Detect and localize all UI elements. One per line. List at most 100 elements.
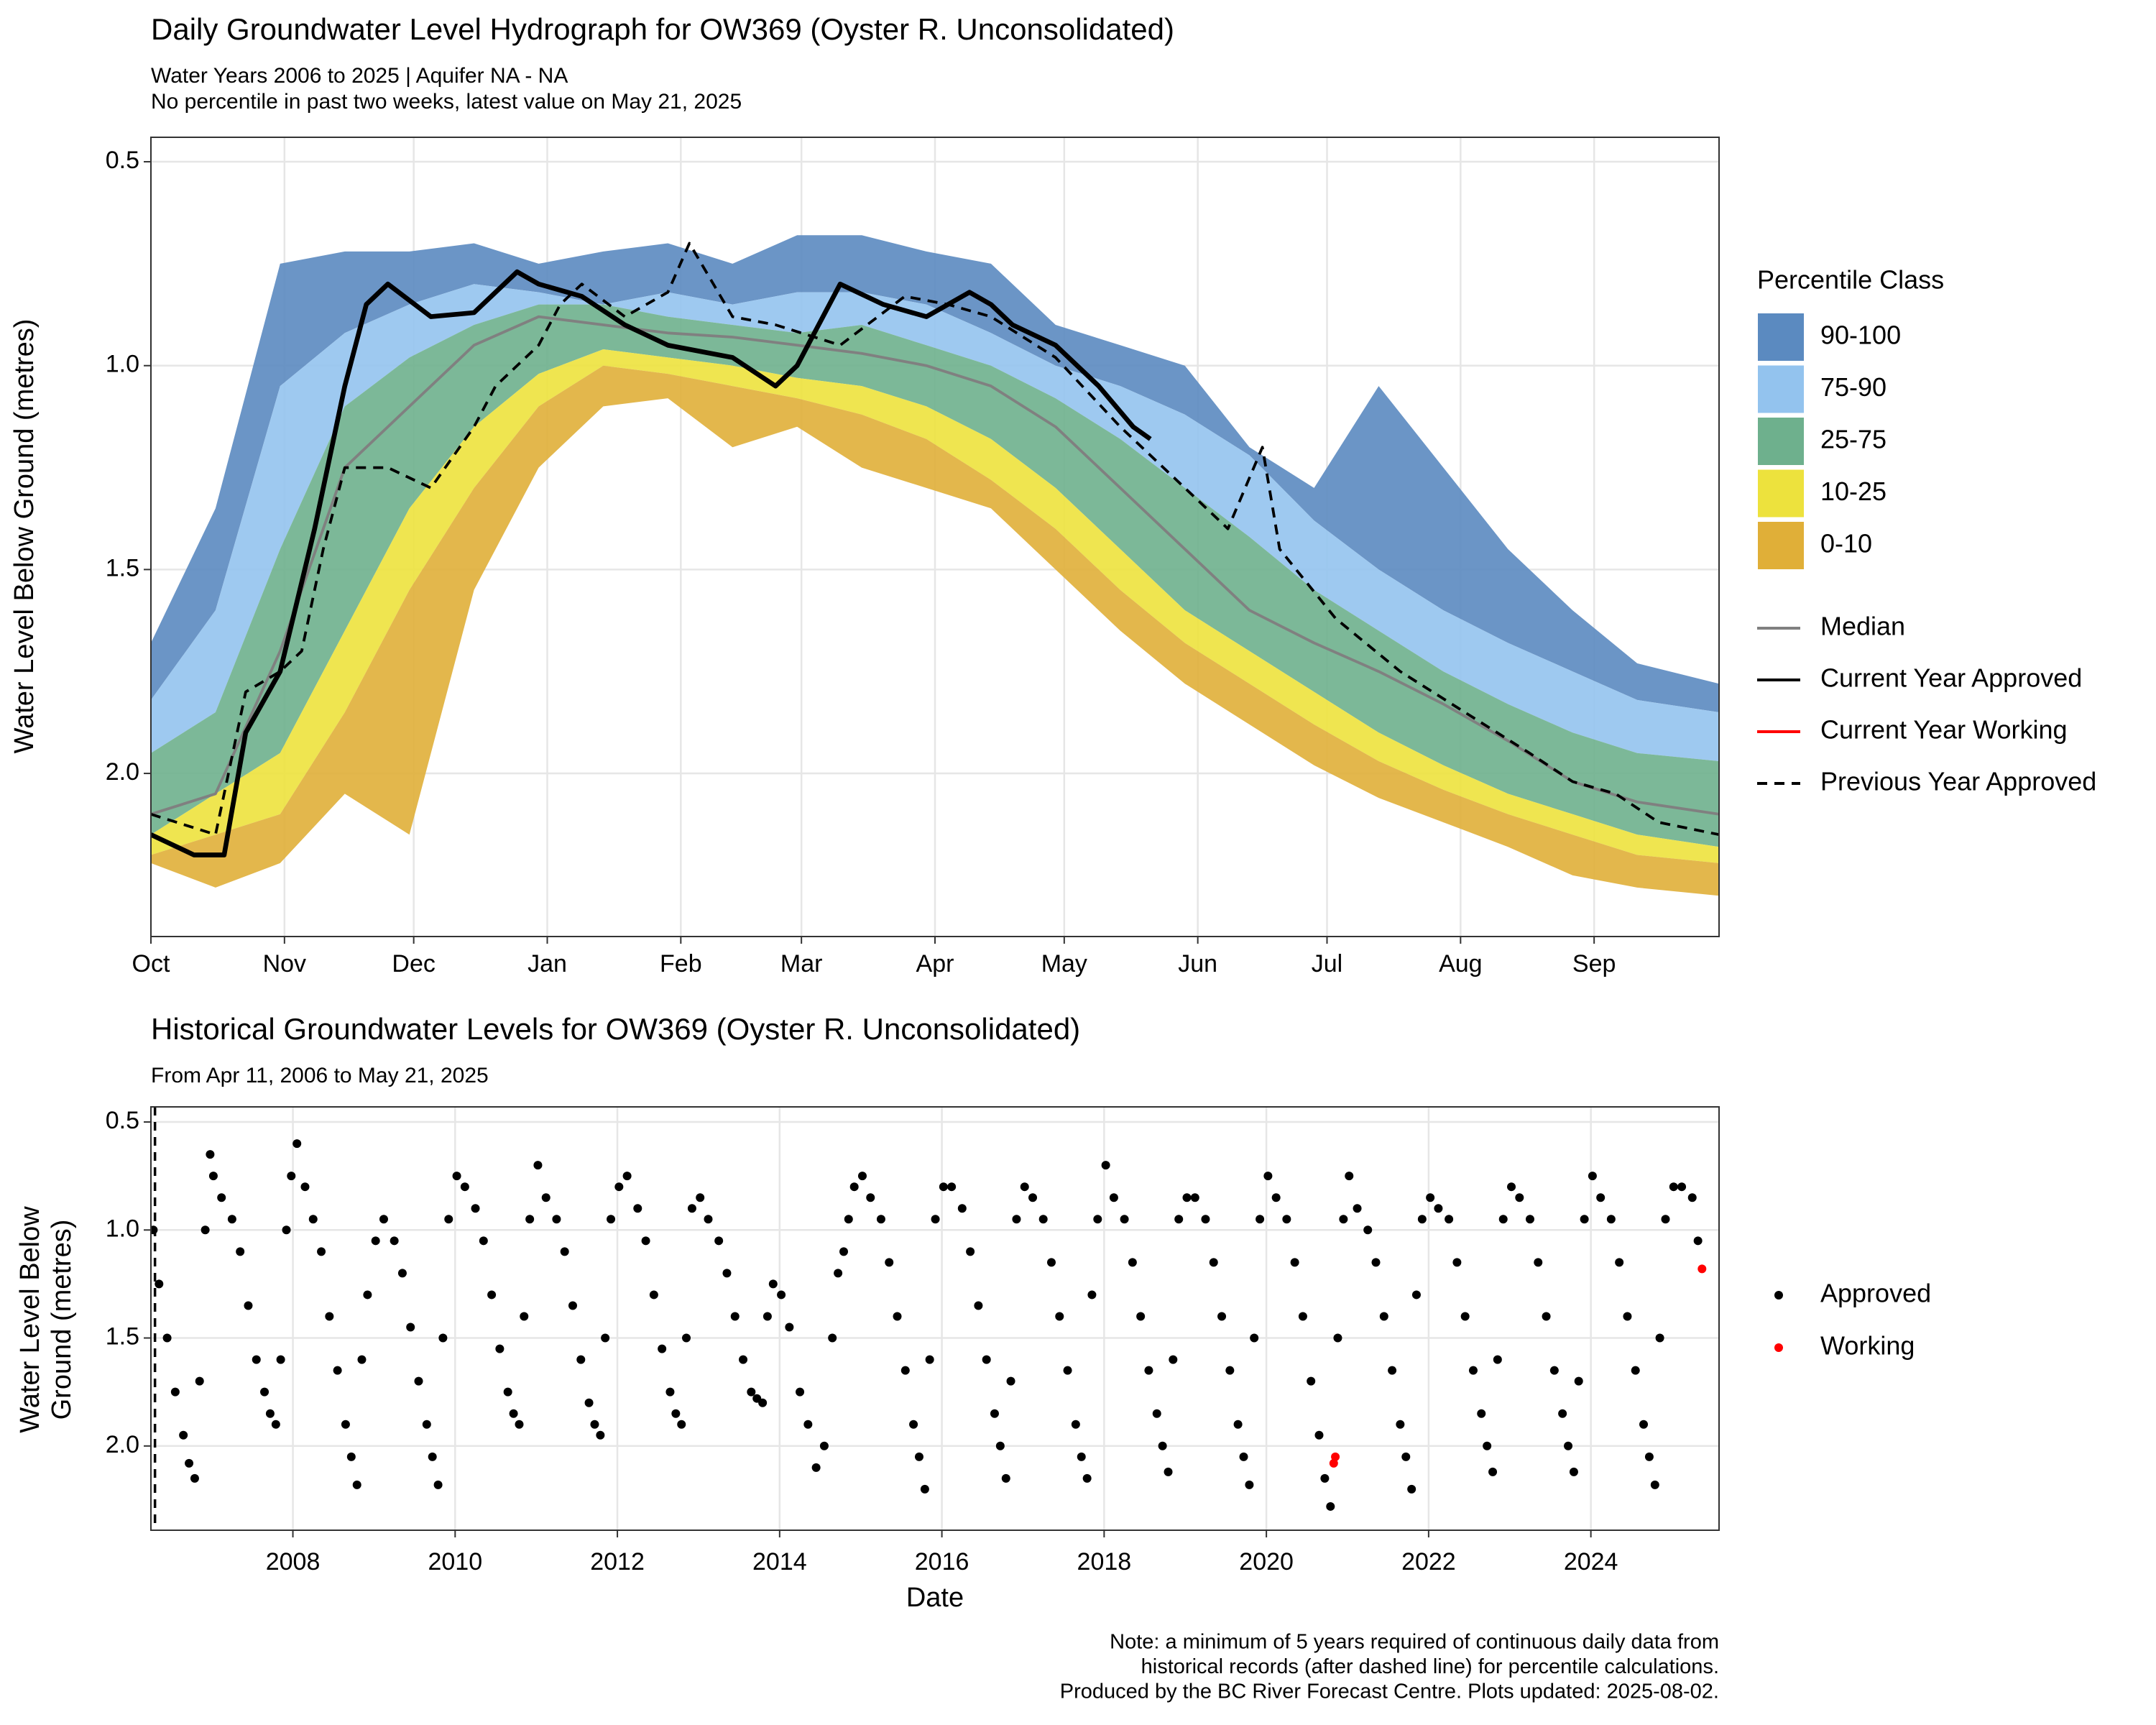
y-axis-label: Ground (metres) [47, 1220, 77, 1420]
legend-key [1774, 1343, 1783, 1352]
data-point [1434, 1204, 1443, 1213]
data-point [217, 1193, 226, 1202]
data-point [162, 1333, 172, 1343]
data-point [1256, 1215, 1265, 1224]
data-point [1483, 1441, 1492, 1450]
data-point [276, 1355, 285, 1364]
data-point [495, 1344, 505, 1353]
data-point [379, 1215, 388, 1224]
data-point [1677, 1182, 1687, 1192]
data-point [1144, 1366, 1153, 1375]
data-point [885, 1258, 894, 1267]
x-tick-label: 2024 [1564, 1548, 1618, 1576]
percentile-band [151, 284, 1719, 761]
data-point [1525, 1215, 1534, 1224]
data-point [390, 1236, 399, 1246]
data-point [1136, 1312, 1146, 1321]
data-point [649, 1290, 658, 1300]
data-point [1515, 1193, 1524, 1202]
data-point [696, 1193, 705, 1202]
data-point [452, 1172, 461, 1181]
data-point [300, 1182, 310, 1192]
line [151, 242, 1719, 837]
data-point [1333, 1333, 1342, 1343]
data-point [1225, 1366, 1235, 1375]
data-point [1687, 1193, 1697, 1202]
data-point [730, 1312, 740, 1321]
data-point [1371, 1258, 1381, 1267]
data-point [1650, 1480, 1659, 1489]
data-point [671, 1409, 681, 1418]
data-point [1411, 1290, 1421, 1300]
data-point [677, 1420, 686, 1429]
data-point [828, 1333, 837, 1343]
data-point [227, 1215, 236, 1224]
data-point [208, 1172, 218, 1181]
data-point [1574, 1376, 1583, 1386]
legend-label: 10-25 [1820, 477, 1886, 506]
legend-key [1756, 312, 1805, 362]
data-point [568, 1301, 577, 1310]
data-point [1028, 1193, 1038, 1202]
data-point [1631, 1366, 1640, 1375]
legend-key [1756, 468, 1805, 519]
data-point [982, 1355, 991, 1364]
data-point [1498, 1215, 1508, 1224]
data-point [1298, 1312, 1307, 1321]
data-point [1549, 1366, 1559, 1375]
data-point [1569, 1467, 1578, 1476]
data-point [1182, 1193, 1192, 1202]
data-point [739, 1355, 748, 1364]
data-point [1329, 1458, 1338, 1468]
data-point [1093, 1215, 1102, 1224]
chart-subtitle: From Apr 11, 2006 to May 21, 2025 [151, 1064, 489, 1087]
data-point [1063, 1366, 1072, 1375]
line [151, 269, 1152, 857]
data-point [1012, 1215, 1021, 1224]
data-point [1314, 1430, 1324, 1440]
footnote: Note: a minimum of 5 years required of c… [1110, 1631, 1719, 1654]
data-point [1580, 1215, 1589, 1224]
legend-key [1756, 364, 1805, 415]
x-tick-label: Aug [1439, 950, 1483, 978]
data-point [857, 1172, 867, 1181]
data-point [641, 1236, 650, 1246]
data-point [1307, 1376, 1316, 1386]
data-point [325, 1312, 334, 1321]
data-point [1468, 1366, 1478, 1375]
data-point [687, 1204, 696, 1213]
data-point [966, 1247, 975, 1256]
data-point [371, 1236, 380, 1246]
data-point [665, 1387, 675, 1397]
data-point [363, 1290, 372, 1300]
data-point [1169, 1355, 1178, 1364]
data-point [682, 1333, 691, 1343]
data-point [1326, 1501, 1335, 1511]
data-point [1190, 1193, 1199, 1202]
data-point [1534, 1258, 1543, 1267]
x-tick-label: May [1041, 950, 1087, 978]
y-tick-label: 0.5 [106, 147, 139, 174]
data-point [1020, 1182, 1029, 1192]
data-point [834, 1269, 843, 1278]
data-point [1109, 1193, 1118, 1202]
data-point [1697, 1264, 1707, 1274]
plot-area [151, 235, 1719, 896]
legend-label: Previous Year Approved [1820, 767, 2096, 796]
data-point [1055, 1312, 1064, 1321]
y-tick-label: 1.0 [106, 1215, 139, 1242]
x-tick-label: Jul [1312, 950, 1342, 978]
data-point [1233, 1420, 1243, 1429]
data-point [397, 1269, 407, 1278]
data-point [460, 1182, 469, 1192]
data-point [1339, 1215, 1348, 1224]
data-point [1588, 1172, 1597, 1181]
data-point [768, 1279, 778, 1289]
x-tick-label: 2008 [266, 1548, 321, 1576]
x-tick-label: Nov [263, 950, 306, 978]
data-point [763, 1312, 772, 1321]
x-tick-label: 2020 [1239, 1548, 1294, 1576]
legend-label: 90-100 [1820, 321, 1901, 350]
